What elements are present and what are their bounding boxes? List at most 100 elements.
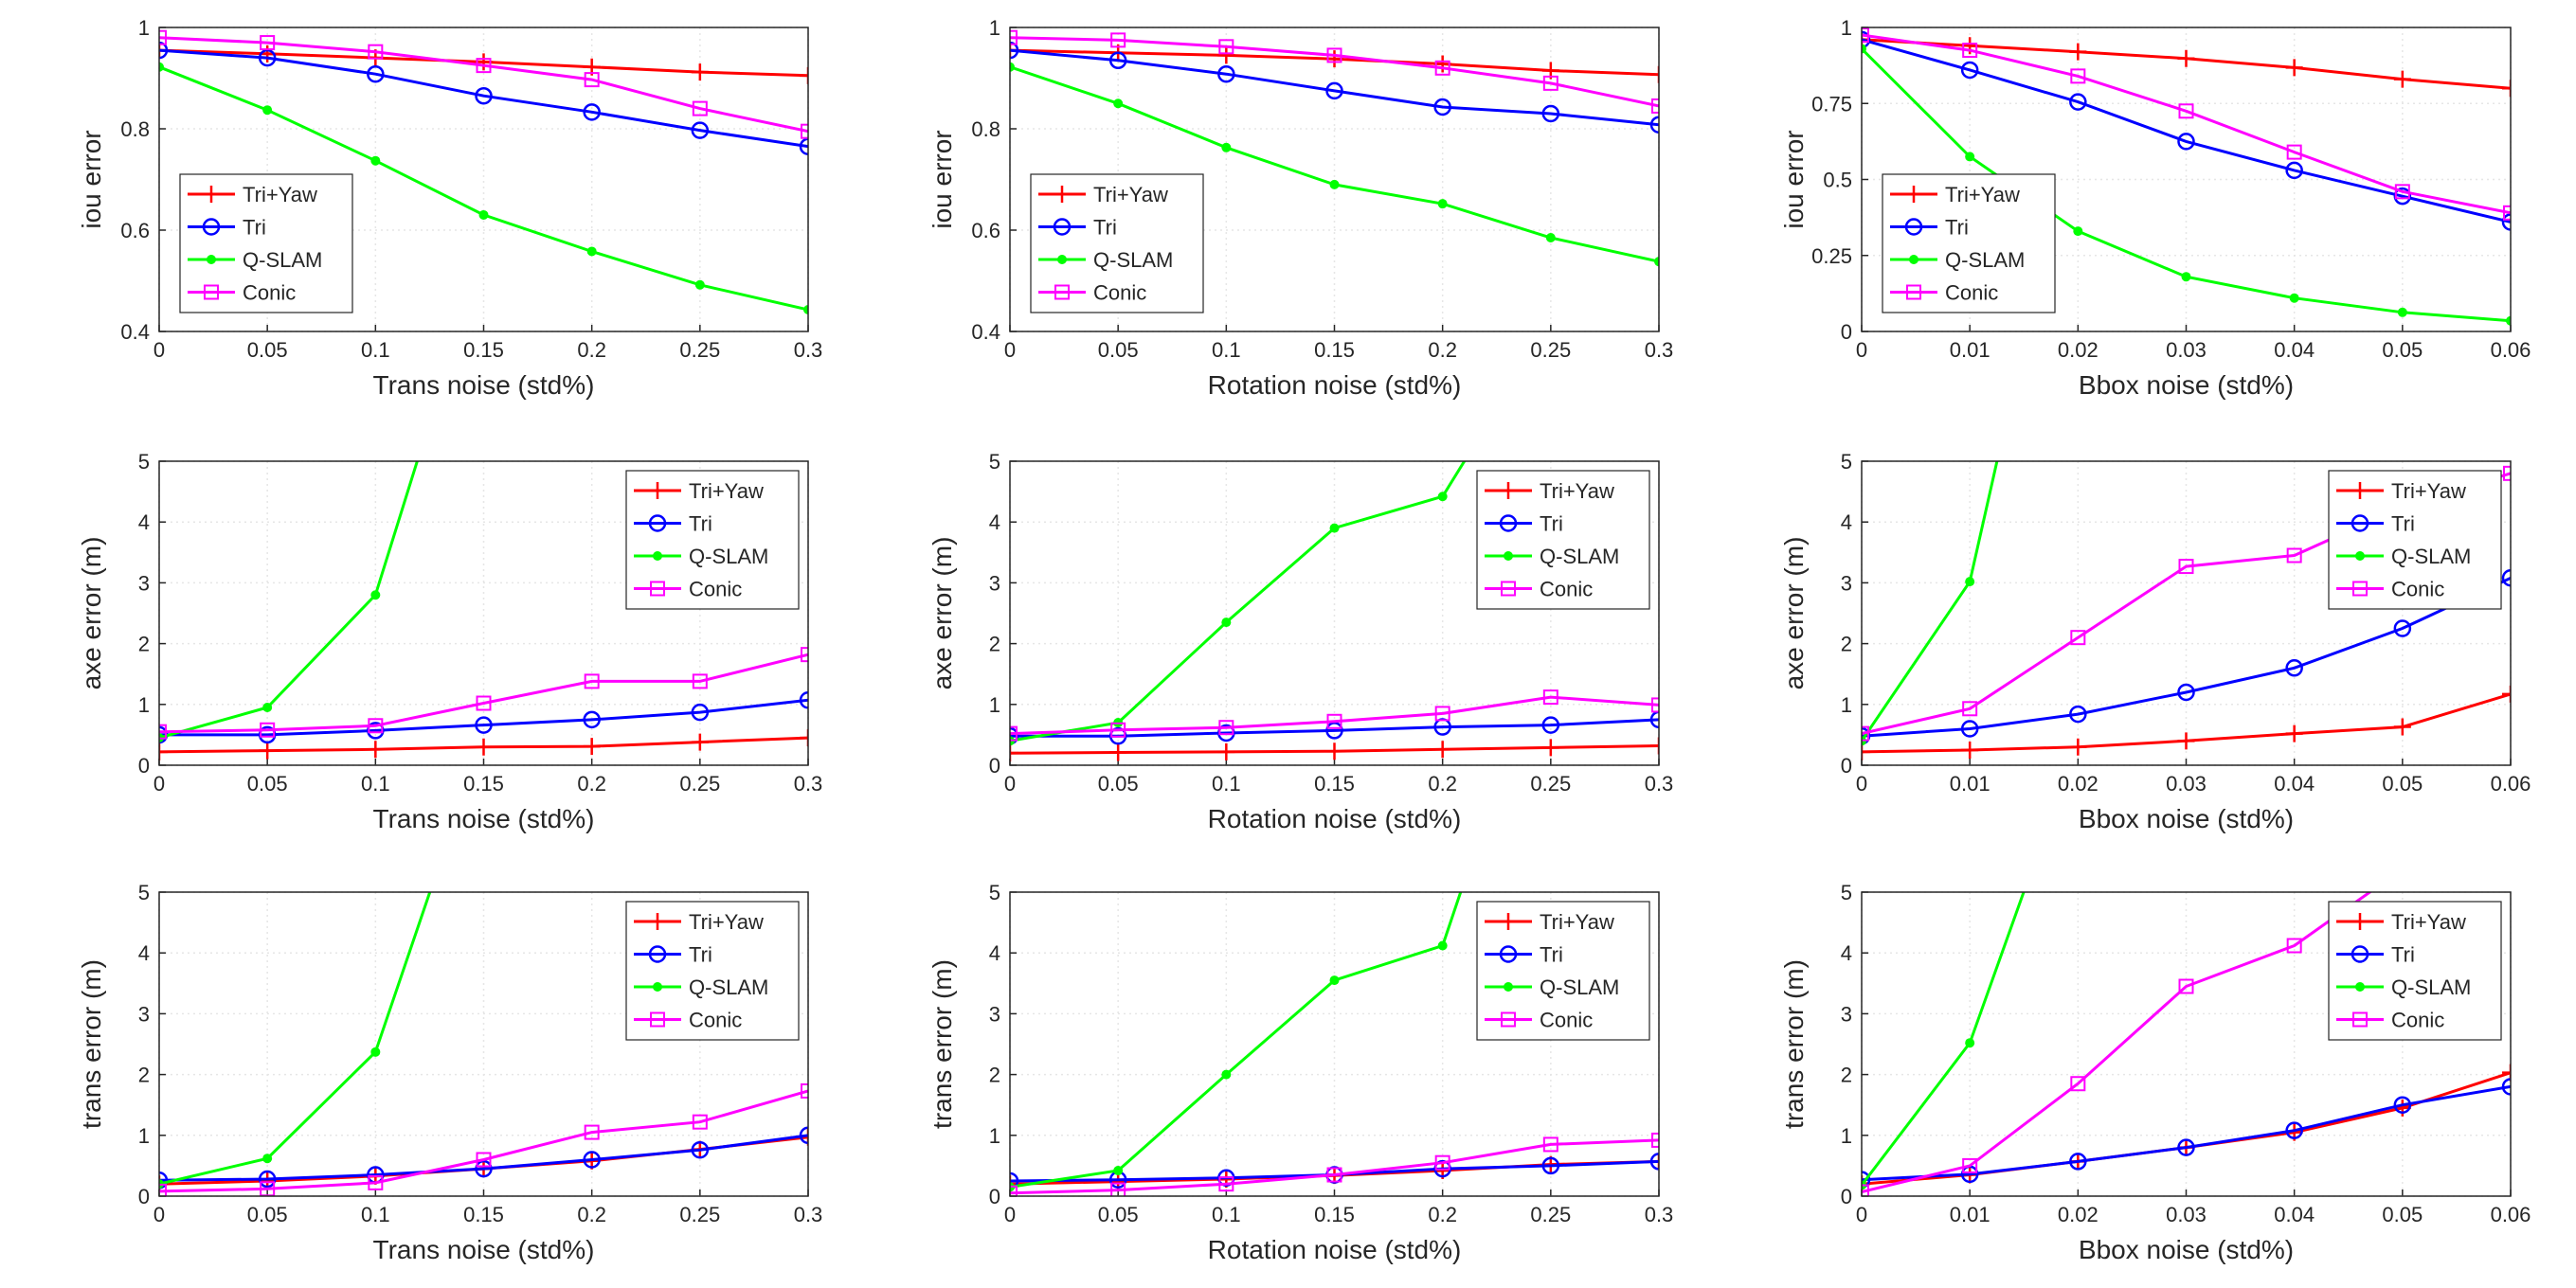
y-tick-label: 5 (1841, 450, 1852, 474)
legend-box (1882, 173, 2056, 313)
y-tick-label: 3 (1841, 1002, 1852, 1026)
data-point (692, 100, 708, 116)
legend-marker (202, 218, 221, 236)
series-line (159, 36, 808, 134)
y-tick-label: 0.4 (971, 320, 1000, 344)
data-point (1433, 98, 1451, 116)
x-tick-label: 0 (1004, 1203, 1016, 1226)
x-tick-label: 0.15 (1314, 772, 1355, 796)
legend-marker (1499, 514, 1518, 532)
data-point (1542, 689, 1558, 706)
x-tick-label: 0.25 (1530, 1203, 1571, 1226)
legend-marker (653, 551, 662, 561)
data-point (159, 724, 167, 740)
legend-marker (2351, 913, 2369, 930)
data-point (2502, 685, 2511, 703)
x-tick-label: 0.15 (463, 1203, 504, 1226)
y-axis-label: axe error (m) (1779, 537, 1809, 690)
data-point (1960, 61, 1979, 80)
data-point (475, 716, 493, 734)
x-tick-label: 0 (153, 772, 165, 796)
y-tick-label: 0.75 (1811, 92, 1852, 116)
y-tick-label: 3 (989, 571, 1000, 595)
x-tick-label: 0.15 (1314, 1203, 1355, 1226)
legend-label: Q-SLAM (689, 545, 768, 568)
data-point (368, 1174, 384, 1190)
legend-label: Tri (1945, 216, 1969, 240)
data-point (2285, 659, 2303, 677)
x-tick-label: 0.1 (1212, 772, 1241, 796)
data-point (2397, 307, 2407, 317)
data-point (262, 703, 273, 713)
data-point (475, 86, 493, 105)
x-tick-label: 0 (153, 338, 165, 362)
data-point (1221, 1069, 1232, 1080)
subplot: 0 0.05 0.1 0.15 0.2 0.25 0.3 0.4 0.6 0.8 1 Rotation… (928, 16, 1673, 400)
y-tick-label: 0 (1841, 754, 1852, 778)
data-point (2502, 80, 2511, 98)
legend-label: Q-SLAM (1540, 975, 1619, 999)
series-line (1010, 36, 1659, 108)
x-tick-label: 0.15 (463, 772, 504, 796)
legend-label: Tri (1540, 512, 1563, 536)
axes-box (1009, 460, 1660, 766)
data-point (1010, 744, 1018, 762)
legend-label: Tri (243, 216, 266, 240)
data-point (2394, 184, 2410, 200)
data-point (478, 209, 489, 220)
data-point (1217, 64, 1235, 83)
data-point (258, 48, 277, 67)
y-axis-label: axe error (m) (77, 537, 106, 690)
data-point (1218, 1176, 1234, 1192)
data-point (262, 1154, 273, 1164)
x-tick-label: 0.04 (2274, 338, 2315, 362)
data-point (691, 733, 709, 751)
y-tick-label: 5 (989, 450, 1000, 474)
data-point (2501, 569, 2511, 587)
legend-box (2328, 901, 2502, 1041)
data-point (1218, 720, 1234, 736)
subplot: 0 0.01 0.02 0.03 0.04 0.05 0.06 0 1 2 3 4 5 Bbox nois… (1779, 450, 2531, 833)
data-point (2285, 724, 2303, 742)
data-point (583, 710, 601, 729)
data-point (1541, 104, 1560, 123)
y-tick-label: 2 (138, 1064, 150, 1087)
data-point (1325, 722, 1343, 740)
data-point (2393, 70, 2411, 88)
data-point (584, 673, 600, 689)
data-point (370, 155, 381, 166)
legend-label: Conic (689, 1009, 742, 1032)
y-tick-label: 4 (989, 941, 1000, 965)
data-point (1541, 1156, 1560, 1175)
legend-marker (203, 186, 220, 203)
data-layer (1010, 29, 1659, 267)
legend-marker (653, 982, 662, 992)
axes-box (158, 27, 809, 332)
x-tick-label: 0.2 (1428, 772, 1457, 796)
data-point (1434, 60, 1450, 76)
x-axis-label: Bbox noise (std%) (2079, 370, 2294, 400)
y-tick-label: 1 (989, 1124, 1000, 1148)
data-point (1651, 1132, 1659, 1148)
data-point (1545, 233, 1556, 243)
y-tick-label: 4 (138, 510, 150, 534)
legend-marker (1504, 551, 1513, 561)
legend-label: Tri+Yaw (689, 479, 764, 503)
series-line (1862, 33, 2511, 215)
data-point (803, 304, 808, 314)
y-tick-label: 0 (989, 754, 1000, 778)
legend-marker (648, 945, 667, 963)
legend-label: Q-SLAM (2391, 545, 2471, 568)
data-point (475, 738, 493, 756)
y-axis-label: axe error (m) (928, 537, 957, 690)
x-axis-label: Bbox noise (std%) (2079, 804, 2294, 833)
x-tick-label: 0.25 (679, 772, 720, 796)
legend-label: Tri+Yaw (1540, 479, 1614, 503)
x-tick-label: 0 (1856, 772, 1867, 796)
legend-marker (2351, 514, 2369, 532)
legend-box (1476, 470, 1650, 610)
data-point (694, 279, 705, 290)
y-tick-label: 1 (1841, 16, 1852, 40)
legend-marker (1906, 284, 1921, 300)
legend-label: Q-SLAM (1540, 545, 1619, 568)
